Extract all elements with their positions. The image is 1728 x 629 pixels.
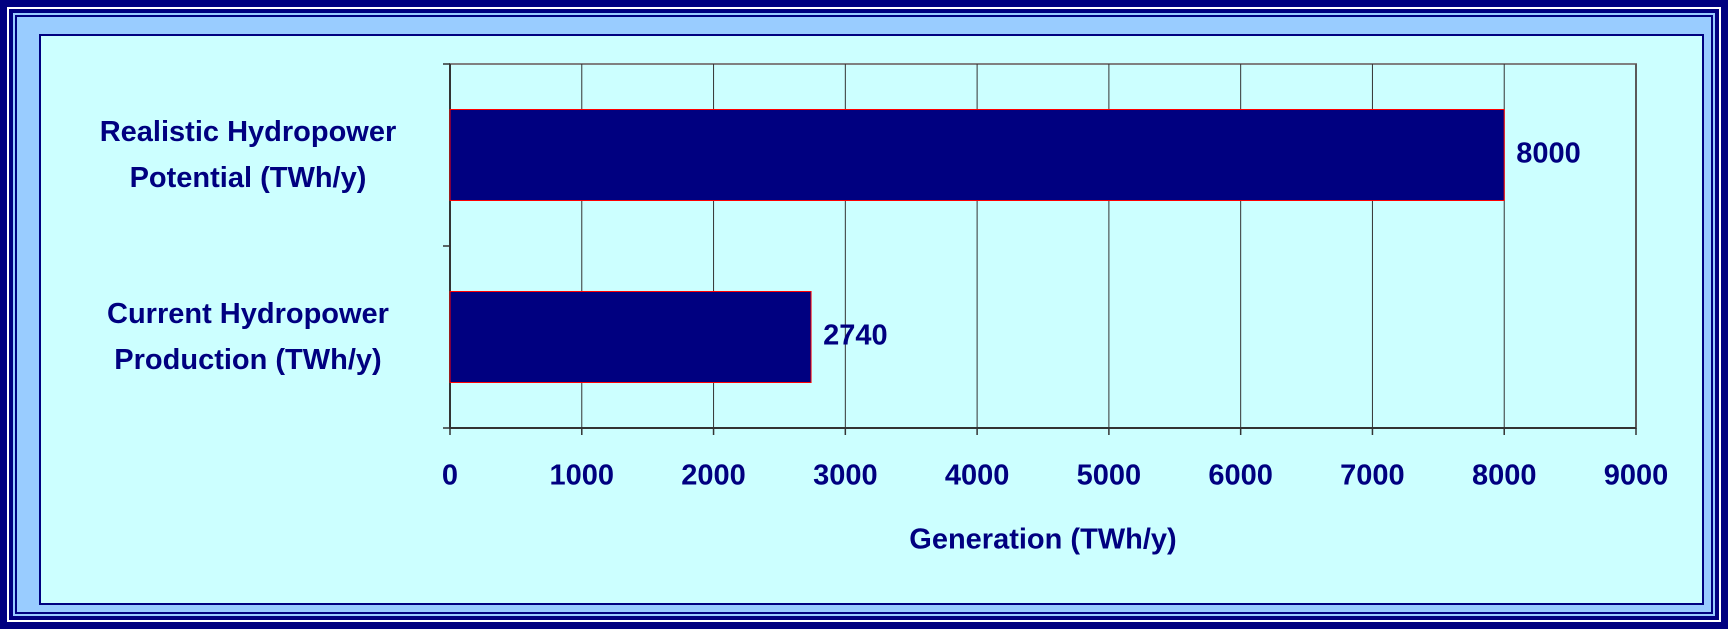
bar bbox=[449, 109, 1505, 201]
y-tick-label: Realistic Hydropower Potential (TWh/y) bbox=[99, 116, 397, 194]
x-tick-label: 9000 bbox=[1604, 460, 1669, 492]
data-label: 2740 bbox=[823, 320, 888, 352]
x-tick-label: 1000 bbox=[550, 460, 615, 492]
x-tick-label: 6000 bbox=[1208, 460, 1273, 492]
outer-border-line bbox=[7, 7, 1721, 622]
bar bbox=[449, 291, 812, 383]
x-tick-label: 5000 bbox=[1077, 460, 1142, 492]
frame-line bbox=[15, 15, 1713, 614]
x-tick-label: 2000 bbox=[681, 460, 746, 492]
x-tick-label: 0 bbox=[442, 460, 458, 492]
y-tick-label: Current Hydropower Production (TWh/y) bbox=[107, 298, 389, 376]
x-tick-label: 4000 bbox=[945, 460, 1010, 492]
x-axis-label: Generation (TWh/y) bbox=[909, 524, 1176, 556]
x-tick-label: 8000 bbox=[1472, 460, 1537, 492]
x-tick-label: 3000 bbox=[813, 460, 878, 492]
data-label: 8000 bbox=[1516, 138, 1581, 170]
x-tick-label: 7000 bbox=[1340, 460, 1405, 492]
